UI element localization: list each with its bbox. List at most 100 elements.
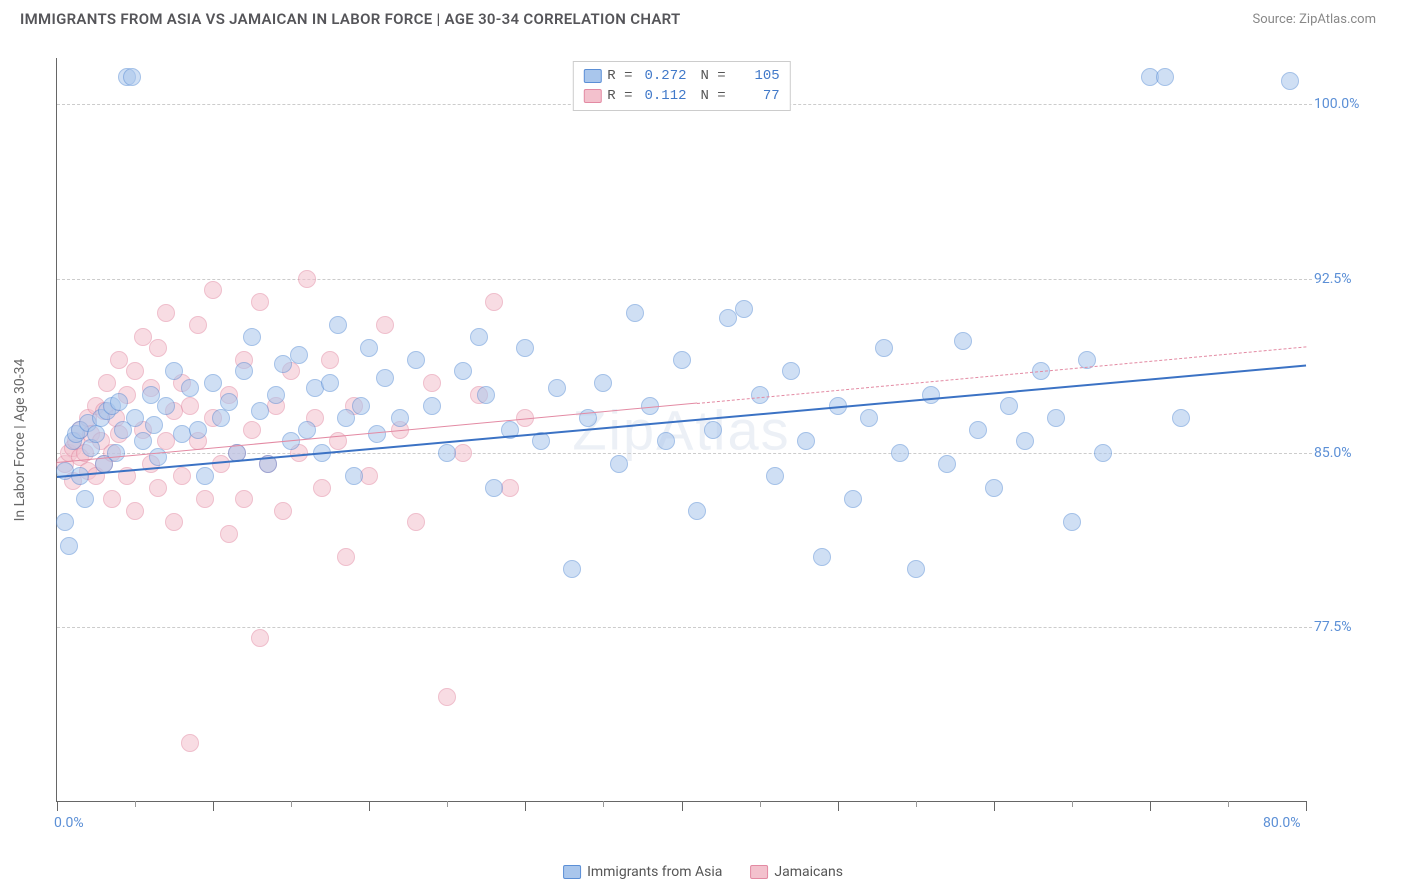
scatter-point [407,351,425,369]
scatter-point [157,397,175,415]
scatter-point [844,490,862,508]
n-label: N = [701,86,726,106]
scatter-point [391,409,409,427]
source-link[interactable]: ZipAtlas.com [1299,12,1376,27]
scatter-point [103,490,121,508]
scatter-point [298,270,316,288]
scatter-point [243,328,261,346]
scatter-point [189,316,207,334]
scatter-point [470,328,488,346]
scatter-point [98,374,116,392]
stats-box: R =0.272N =105R =0.112N =77 [572,61,790,111]
chart-title: IMMIGRANTS FROM ASIA VS JAMAICAN IN LABO… [20,10,681,28]
scatter-point [235,490,253,508]
scatter-point [438,444,456,462]
scatter-point [454,362,472,380]
scatter-point [149,479,167,497]
scatter-point [454,444,472,462]
scatter-point [673,351,691,369]
scatter-point [76,490,94,508]
scatter-point [251,402,269,420]
scatter-point [501,479,519,497]
scatter-point [212,409,230,427]
scatter-point [126,362,144,380]
scatter-point [407,513,425,531]
scatter-point [485,293,503,311]
scatter-point [875,339,893,357]
scatter-point [797,432,815,450]
scatter-point [60,537,78,555]
scatter-point [56,513,74,531]
y-tick-label: 77.5% [1314,619,1374,635]
scatter-point [751,386,769,404]
scatter-point [688,502,706,520]
scatter-point [298,421,316,439]
scatter-point [251,293,269,311]
scatter-point [922,386,940,404]
y-tick-label: 85.0% [1314,445,1374,461]
scatter-point [123,68,141,86]
y-tick-label: 92.5% [1314,271,1374,287]
y-tick-label: 100.0% [1314,96,1374,112]
scatter-point [1016,432,1034,450]
scatter-point [173,467,191,485]
scatter-point [782,362,800,380]
scatter-point [1094,444,1112,462]
legend-swatch [583,89,601,103]
legend-swatch [563,865,581,879]
scatter-point [142,386,160,404]
grid-line [57,627,1312,628]
x-tick-major [838,801,839,811]
scatter-point [704,421,722,439]
scatter-point [337,409,355,427]
scatter-point [891,444,909,462]
scatter-point [204,374,222,392]
scatter-point [87,425,105,443]
r-value: 0.272 [639,66,687,86]
scatter-point [438,688,456,706]
scatter-point [1047,409,1065,427]
scatter-point [321,374,339,392]
scatter-point [1000,397,1018,415]
scatter-point [376,316,394,334]
x-tick-minor [916,801,917,807]
legend-label: Jamaicans [774,864,843,880]
grid-line [57,279,1312,280]
scatter-point [626,304,644,322]
scatter-point [220,525,238,543]
scatter-point [107,444,125,462]
scatter-point [337,548,355,566]
x-tick-major [1150,801,1151,811]
scatter-point [267,386,285,404]
scatter-point [485,479,503,497]
scatter-point [813,548,831,566]
source-prefix: Source: [1252,12,1299,27]
scatter-point [110,351,128,369]
r-value: 0.112 [639,86,687,106]
scatter-point [165,513,183,531]
n-value: 77 [732,86,780,106]
y-axis-title: In Labor Force | Age 30-34 [12,359,28,522]
scatter-point [181,397,199,415]
scatter-point [548,379,566,397]
scatter-point [1281,72,1299,90]
scatter-point [423,374,441,392]
scatter-point [157,304,175,322]
scatter-point [274,502,292,520]
scatter-point [181,734,199,752]
scatter-point [985,479,1003,497]
scatter-point [766,467,784,485]
stats-row: R =0.272N =105 [583,66,779,86]
scatter-point [860,409,878,427]
scatter-point [345,467,363,485]
scatter-plot: ZipAtlas 77.5%85.0%92.5%100.0%R =0.272N … [56,58,1306,802]
scatter-point [329,316,347,334]
scatter-point [126,409,144,427]
legend-swatch [583,69,601,83]
x-tick-minor [291,801,292,807]
scatter-point [165,362,183,380]
scatter-point [376,369,394,387]
x-tick-minor [603,801,604,807]
scatter-point [196,467,214,485]
x-tick-major [369,801,370,811]
